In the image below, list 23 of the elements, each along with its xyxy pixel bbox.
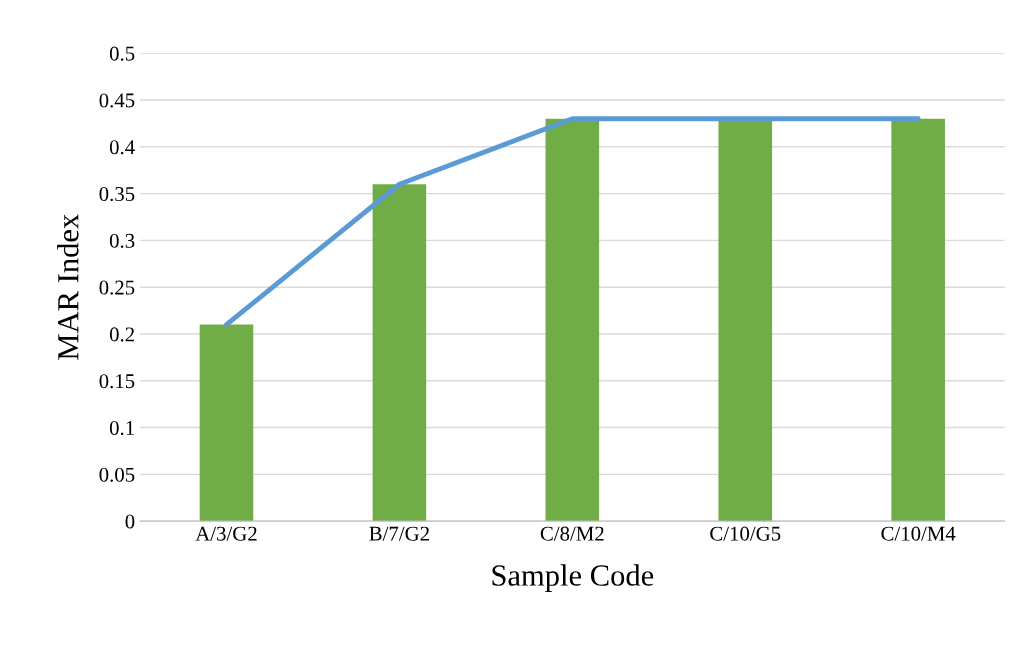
- x-tick-label: B/7/G2: [369, 526, 429, 541]
- x-tick-label: C/10/G5: [710, 526, 781, 541]
- y-tick-label: 0.3: [109, 233, 135, 248]
- bar: [718, 118, 773, 522]
- y-axis-title: MAR Index: [57, 214, 79, 360]
- y-tick-label: 0.5: [109, 46, 135, 61]
- y-tick-label: 0.35: [99, 186, 135, 202]
- bar: [545, 118, 600, 522]
- x-tick-label: C/8/M2: [540, 526, 604, 541]
- y-tick-label: 0.1: [109, 420, 134, 436]
- y-tick-label: 0.05: [99, 467, 135, 482]
- y-tick-label: 0.4: [109, 140, 135, 155]
- bar: [891, 118, 945, 522]
- bar: [199, 324, 254, 522]
- bar: [372, 184, 427, 522]
- y-tick-label: 0.25: [99, 280, 135, 295]
- x-tick-label: A/3/G2: [195, 526, 257, 541]
- x-tick-label: C/10/M4: [881, 526, 956, 541]
- y-tick-label: 0: [125, 514, 135, 529]
- y-tick-label: 0.2: [109, 327, 134, 342]
- x-axis-title: Sample Code: [492, 564, 654, 593]
- y-tick-label: 0.45: [99, 93, 135, 108]
- y-tick-label: 0.15: [99, 374, 135, 389]
